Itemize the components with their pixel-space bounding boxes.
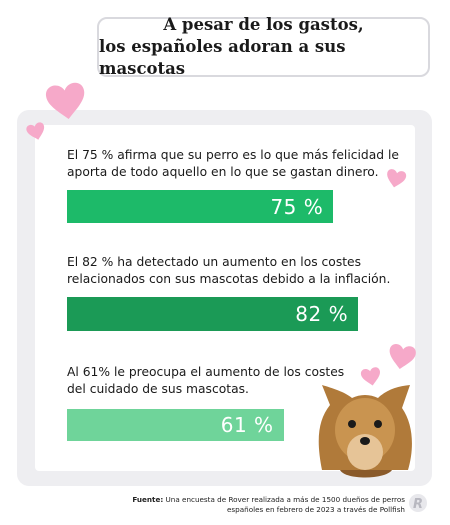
source-label: Fuente: <box>132 495 164 504</box>
value-label: 75 % <box>270 194 324 219</box>
dog <box>318 385 412 478</box>
source-note: Fuente: Una encuesta de Rover realizada … <box>105 495 405 515</box>
bar: 75 % <box>67 190 334 223</box>
logo: R <box>409 494 427 512</box>
heart <box>44 81 88 122</box>
title-box: A pesar de los gastos, los españoles ado… <box>97 15 430 78</box>
value-label: 82 % <box>295 302 349 326</box>
heart <box>25 121 48 143</box>
source-text: Una encuesta de Rover realizada a más de… <box>165 495 405 514</box>
svg-text:R: R <box>413 497 423 512</box>
heart <box>386 342 417 372</box>
statement: El 75 % afirma que su perro es lo que má… <box>67 148 399 179</box>
heart <box>384 168 408 190</box>
bar: 61 % <box>67 409 284 441</box>
statement: El 82 % ha detectado un aumento en los c… <box>67 255 391 286</box>
statement: Al 61% le preocupa el aumento de los cos… <box>67 365 345 396</box>
heart <box>360 366 383 388</box>
title-line: los españoles adoran a sus mascotas <box>99 37 346 78</box>
value-label: 61 % <box>220 413 274 437</box>
title-line: A pesar de los gastos, <box>163 15 364 34</box>
bar: 82 % <box>67 297 359 331</box>
